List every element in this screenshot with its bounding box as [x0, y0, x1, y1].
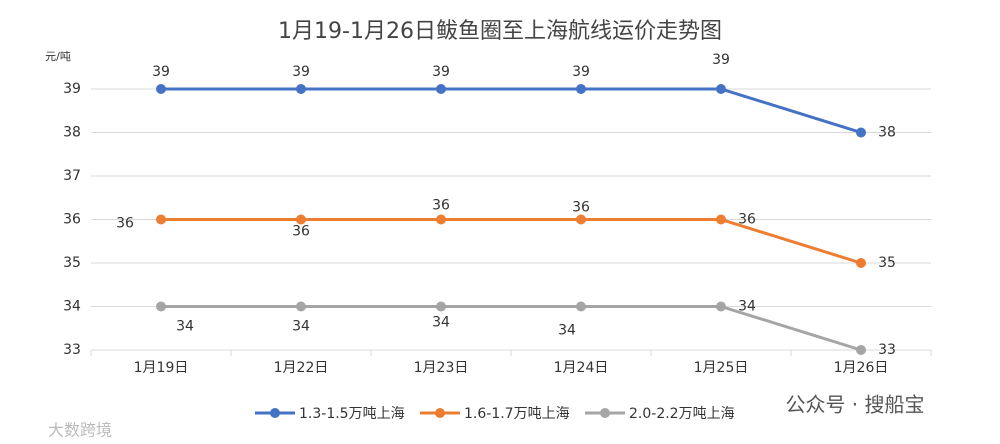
- x-tick-label: 1月23日: [414, 360, 469, 376]
- watermark: 大数跨境: [48, 421, 112, 440]
- data-label: 39: [712, 52, 730, 68]
- series-line: [161, 218, 862, 265]
- point: [296, 84, 306, 94]
- point: [576, 214, 586, 225]
- point: [856, 345, 866, 355]
- legend-label: 1.3-1.5万吨上海: [299, 406, 405, 422]
- point: [296, 301, 306, 312]
- point: [436, 301, 446, 312]
- y-tick-label: 34: [63, 299, 81, 315]
- data-label: 39: [432, 64, 450, 80]
- x-tick-label: 1月19日: [134, 360, 189, 376]
- data-label: 36: [116, 216, 134, 232]
- data-label: 39: [292, 64, 310, 80]
- data-label: 36: [572, 200, 590, 216]
- data-label: 36: [292, 224, 310, 240]
- y-tick-label: 38: [63, 125, 81, 141]
- x-tick-label: 1月25日: [694, 360, 749, 376]
- legend-label: 1.6-1.7万吨上海: [464, 406, 570, 422]
- y-axis-label: 元/吨: [45, 50, 71, 63]
- data-label: 39: [572, 64, 590, 80]
- data-label: 34: [558, 323, 576, 339]
- y-tick-label: 37: [63, 168, 81, 184]
- point: [156, 301, 166, 312]
- data-label: 33: [878, 342, 896, 358]
- point: [156, 84, 166, 94]
- point: [156, 214, 166, 225]
- y-tick-label: 35: [63, 255, 81, 271]
- data-label: 39: [152, 64, 170, 80]
- legend-marker: [600, 408, 610, 418]
- point: [576, 301, 586, 312]
- data-label: 34: [432, 315, 450, 331]
- legend-marker: [270, 408, 280, 418]
- data-label: 36: [738, 212, 756, 228]
- point: [296, 214, 306, 225]
- x-tick-label: 1月22日: [274, 360, 329, 376]
- chart-title: 1月19-1月26日鲅鱼圈至上海航线运价走势图: [278, 19, 722, 44]
- point: [436, 214, 446, 225]
- point: [856, 258, 866, 268]
- y-tick-label: 36: [63, 212, 81, 228]
- series-line: [161, 87, 862, 134]
- legend-marker: [435, 408, 445, 418]
- point: [436, 84, 446, 94]
- x-tick-label: 1月26日: [834, 360, 889, 376]
- point: [716, 214, 726, 225]
- series-line: [161, 305, 862, 352]
- data-label: 34: [738, 299, 756, 315]
- legend-label: 2.0-2.2万吨上海: [629, 406, 735, 422]
- point: [576, 84, 586, 94]
- point: [856, 127, 866, 138]
- y-tick-label: 33: [63, 342, 81, 358]
- point: [716, 301, 726, 312]
- data-label: 36: [432, 198, 450, 214]
- point: [716, 84, 726, 94]
- watermark: 公众号 · 搜船宝: [785, 393, 924, 417]
- data-label: 34: [292, 319, 310, 335]
- data-label: 38: [878, 125, 896, 141]
- x-tick-label: 1月24日: [554, 360, 609, 376]
- data-label: 34: [176, 319, 194, 335]
- y-tick-label: 39: [63, 81, 81, 97]
- data-label: 35: [878, 255, 896, 271]
